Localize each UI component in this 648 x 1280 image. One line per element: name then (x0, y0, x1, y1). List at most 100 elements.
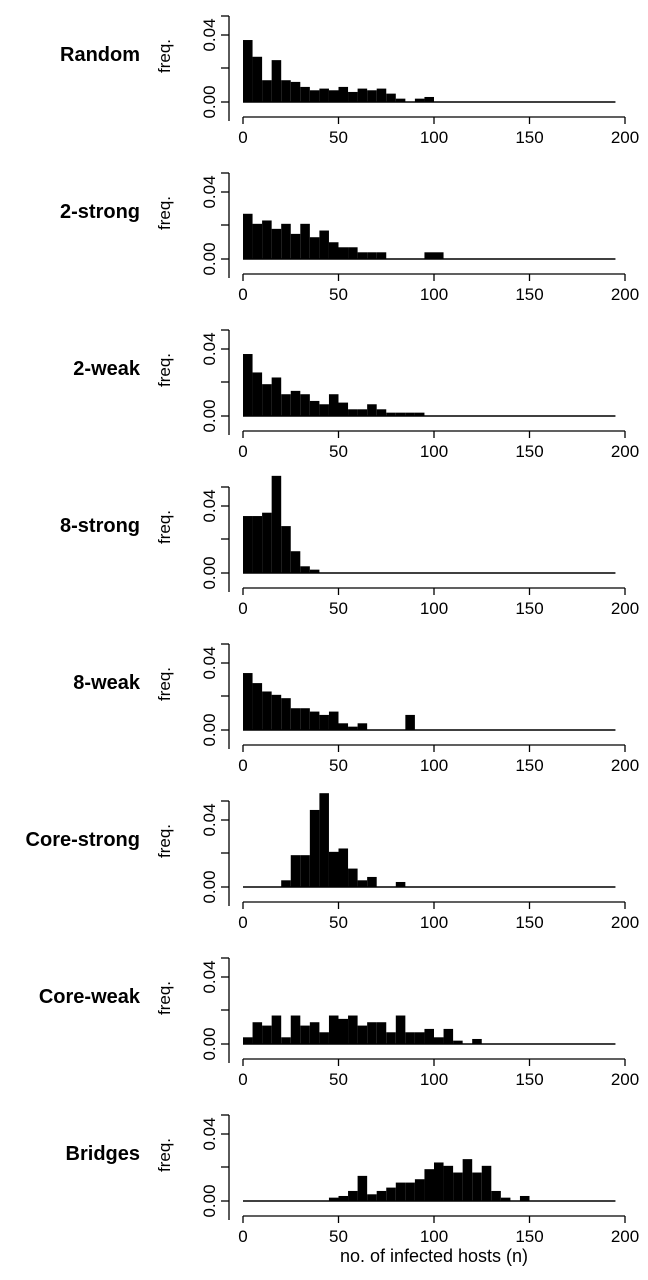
x-tick-label: 150 (515, 442, 543, 461)
histogram-bar (376, 88, 387, 102)
histogram-bar (348, 409, 358, 416)
histogram-bar (262, 80, 272, 102)
histogram-bar (481, 1165, 492, 1201)
histogram-bar (262, 691, 272, 730)
histogram-bar (252, 372, 263, 416)
histogram-bar (500, 1197, 511, 1201)
x-tick-label: 200 (611, 756, 639, 775)
histogram-bar (338, 1018, 349, 1045)
x-tick-label: 50 (329, 913, 348, 932)
y-tick-label: 0.04 (200, 646, 219, 679)
histogram-bar (386, 1187, 396, 1201)
histogram-bar (290, 1015, 301, 1044)
histogram-bar (338, 848, 349, 887)
histogram-bar (414, 412, 425, 416)
histogram-bar (376, 1022, 387, 1044)
histogram-bar (252, 516, 263, 573)
x-tick-label: 200 (611, 285, 639, 304)
histogram-bar (395, 412, 406, 416)
histogram-bar (290, 708, 301, 730)
histogram-bar (328, 242, 339, 259)
histogram-bar (300, 708, 310, 730)
x-tick-label: 200 (611, 1070, 639, 1089)
x-axis-label: no. of infected hosts (n) (340, 1246, 528, 1266)
x-tick-label: 100 (420, 1227, 448, 1246)
x-tick-label: 100 (420, 913, 448, 932)
histogram-bar (395, 1015, 406, 1044)
histogram-bar (367, 1022, 377, 1044)
histogram-bar (243, 40, 253, 102)
x-tick-label: 100 (420, 128, 448, 147)
histogram-bar (262, 1025, 272, 1044)
histogram-bar (414, 98, 425, 102)
y-axis-label: freq. (155, 196, 174, 230)
x-tick-label: 50 (329, 1227, 348, 1246)
histogram-bar (386, 1032, 396, 1044)
histogram-bar (357, 252, 368, 259)
histogram-bar (424, 252, 434, 259)
histogram-bar (424, 1169, 434, 1201)
histogram-bar (281, 698, 291, 730)
histogram-bar (357, 1025, 368, 1044)
panel-label: 2-weak (73, 358, 141, 380)
histogram-bar (309, 237, 320, 259)
panel-2-weak: 0.00 0.04 freq. 2-weak 0 50 100 150 200 (73, 329, 639, 461)
histogram-bar (328, 851, 339, 887)
panel-label: 2-strong (60, 201, 140, 223)
panel-label: Random (60, 44, 140, 66)
y-tick-label: 0.04 (200, 803, 219, 836)
y-tick-label: 0.00 (200, 556, 219, 589)
histogram-bar (434, 1037, 444, 1044)
y-tick-label: 0.00 (200, 870, 219, 903)
y-tick-label: 0.04 (200, 1117, 219, 1150)
x-tick-label: 0 (238, 128, 247, 147)
panel-label: 8-weak (73, 672, 141, 694)
histogram-bar (319, 714, 329, 730)
histogram-bar (252, 683, 263, 730)
x-tick-label: 150 (515, 285, 543, 304)
histogram-bar (414, 1032, 425, 1044)
histogram-bar (271, 377, 282, 416)
histogram-bar (462, 1159, 473, 1202)
histogram-bar (338, 402, 349, 416)
panel-core-strong: 0.00 0.04 freq. Core-strong 0 50 100 150 200 (26, 793, 639, 932)
y-tick-label: 0.00 (200, 1184, 219, 1217)
histogram-bar (309, 1022, 320, 1044)
y-axis-label: freq. (155, 824, 174, 858)
histogram-bar (271, 60, 282, 103)
x-tick-label: 100 (420, 285, 448, 304)
x-tick-label: 200 (611, 128, 639, 147)
histogram-bar (300, 86, 310, 102)
panel-8-strong: 0.00 0.04 freq. 8-strong 0 50 100 150 200 (60, 475, 639, 618)
x-tick-label: 200 (611, 913, 639, 932)
histogram-bar (367, 876, 377, 887)
y-axis-label: freq. (155, 981, 174, 1015)
x-tick-label: 0 (238, 1227, 247, 1246)
histogram-bar (405, 1182, 415, 1201)
x-tick-label: 200 (611, 442, 639, 461)
histogram-bar (395, 881, 406, 887)
histogram-bar (376, 252, 387, 259)
histogram-bar (328, 394, 339, 416)
y-tick-label: 0.00 (200, 1027, 219, 1060)
histogram-bar (357, 723, 368, 730)
histogram-bar (252, 223, 263, 259)
y-axis-label: freq. (155, 353, 174, 387)
histogram-bar (424, 1028, 434, 1044)
histogram-bar (328, 711, 339, 730)
histogram-bar (290, 390, 301, 417)
histogram-bar (386, 412, 396, 416)
x-tick-label: 50 (329, 756, 348, 775)
histogram-bar (319, 230, 329, 259)
x-tick-label: 50 (329, 1070, 348, 1089)
y-tick-label: 0.04 (200, 175, 219, 208)
histogram-bar (376, 409, 387, 416)
histogram-bar (395, 98, 406, 102)
histogram-bar (414, 1179, 425, 1201)
histogram-bar (424, 96, 434, 102)
x-tick-label: 50 (329, 285, 348, 304)
panel-label: 8-strong (60, 515, 140, 537)
histogram-bar (376, 1190, 387, 1201)
x-tick-label: 150 (515, 756, 543, 775)
x-tick-label: 100 (420, 1070, 448, 1089)
